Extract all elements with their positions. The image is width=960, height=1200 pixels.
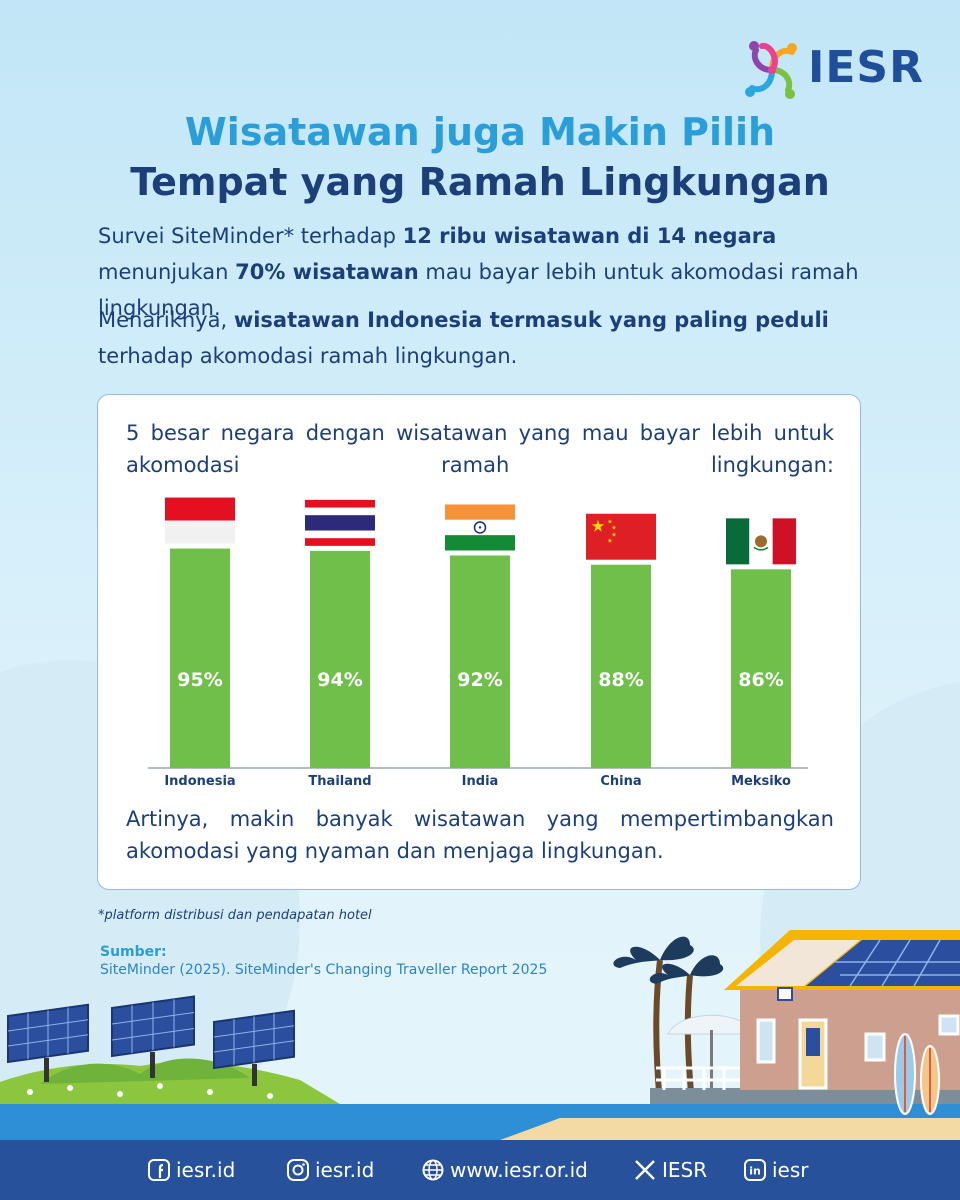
iesr-logo-mark-icon [745,41,797,99]
bar-indonesia [170,548,230,768]
svg-text:★: ★ [611,532,616,539]
sand-illustration [500,1118,960,1140]
svg-text:★: ★ [611,525,616,532]
intro-paragraph-1-run: Survei SiteMinder* terhadap [98,224,403,248]
source-label: Sumber: [100,944,167,960]
footer-instagram[interactable]: iesr.id [287,1140,374,1200]
svg-text:★: ★ [607,519,612,526]
intro-paragraph-2-run: terhadap akomodasi ramah lingkungan. [98,344,518,368]
footer-x[interactable]: IESR [634,1140,707,1200]
footer-facebook[interactable]: iesr.id [148,1140,235,1200]
instagram-icon [287,1159,309,1181]
intro-paragraph-1-run: mau bayar lebih untuk akomodasi ramah li… [98,260,859,320]
value-label-china: 88% [598,669,643,691]
page-title-line-1: Wisatawan juga Makin Pilih [184,110,776,154]
value-label-meksiko: 86% [738,669,783,691]
iesr-logo: IESR [740,34,923,106]
category-label-india: India [462,774,499,789]
facebook-handle: iesr.id [176,1158,236,1182]
bar-meksiko [731,569,791,768]
instagram-handle: iesr.id [315,1158,375,1182]
intro-paragraph-1-run: 12 ribu wisatawan di 14 negara [402,224,777,248]
intro-paragraph-2-run: wisatawan Indonesia termasuk yang paling… [233,308,829,332]
indonesia-flag-icon [165,497,235,544]
india-flag-icon [445,504,515,551]
brand-name: IESR [808,42,924,93]
flowers-illustration [27,1083,273,1099]
category-label-indonesia: Indonesia [164,774,235,789]
surfboards-illustration [894,1033,940,1115]
bar-china [591,564,651,768]
linkedin-icon: in [744,1159,766,1181]
chart-conclusion: Artinya, makin banyak wisatawan yang mem… [126,807,834,863]
page-title-line-2: Tempat yang Ramah Lingkungan [130,160,830,204]
intro-paragraph-2-run: Menariknya, [98,308,234,332]
x-handle: IESR [662,1158,708,1182]
svg-text:★: ★ [591,517,605,536]
footer-bar: iesr.id iesr.id www.iesr.or.id IESR [0,1140,960,1200]
intro-paragraph-1-run: 70% wisatawan [235,260,419,284]
chart-card: 5 besar negara dengan wisatawan yang mau… [97,394,861,890]
value-label-india: 92% [457,669,502,691]
svg-text:★: ★ [607,538,612,545]
bar-india [450,555,510,768]
thailand-flag-icon [305,499,375,546]
x-icon [635,1160,655,1180]
svg-text:in: in [749,1165,761,1178]
intro-paragraph-2: Menariknya, wisatawan Indonesia termasuk… [98,302,878,374]
landscape-illustration [0,930,960,1140]
intro-paragraph-1-run: menunjukan [98,260,236,284]
category-label-meksiko: Meksiko [731,774,791,789]
category-label-thailand: Thailand [308,774,371,789]
value-label-indonesia: 95% [177,669,222,691]
website-url: www.iesr.or.id [450,1158,588,1182]
value-label-thailand: 94% [317,669,362,691]
footnote: *platform distribusi dan pendapatan hote… [98,908,372,923]
mexico-flag-icon [726,518,796,565]
footer-linkedin[interactable]: in iesr [744,1140,809,1200]
source-text: SiteMinder (2025). SiteMinder's Changing… [100,962,548,978]
category-label-china: China [600,774,641,789]
linkedin-handle: iesr [772,1158,809,1182]
footer-website[interactable]: www.iesr.or.id [422,1140,588,1200]
solar-panels-illustration [7,995,295,1086]
intro-paragraph-1: Survei SiteMinder* terhadap 12 ribu wisa… [98,218,878,326]
china-flag-icon: ★ ★★★★ [586,513,656,560]
chart-caption: 5 besar negara dengan wisatawan yang mau… [126,421,834,477]
facebook-icon [148,1159,170,1181]
globe-icon [422,1159,444,1181]
bar-thailand [310,550,370,768]
